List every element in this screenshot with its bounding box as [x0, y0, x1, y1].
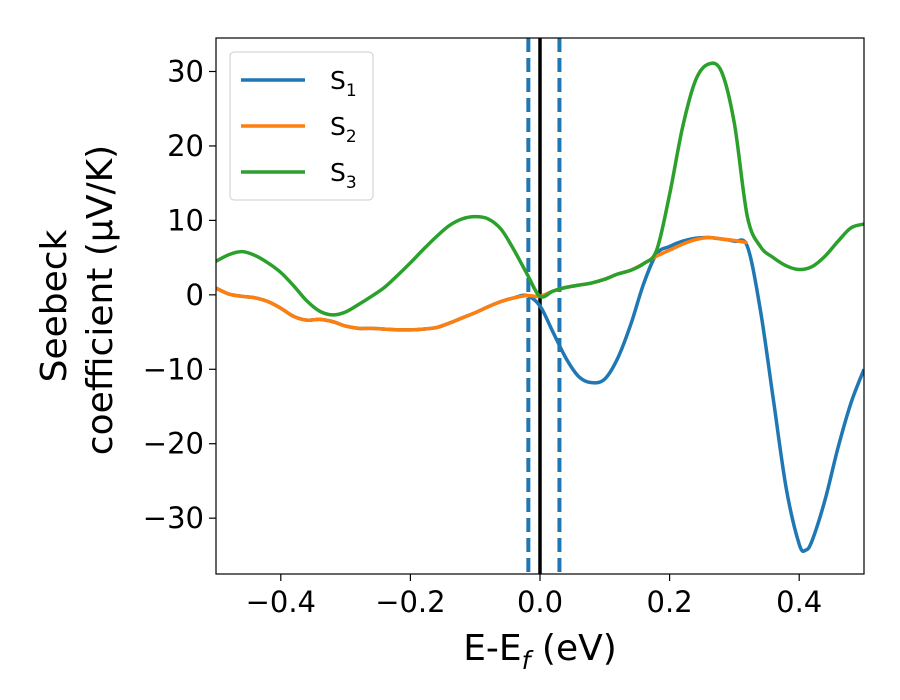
series-line-s3: [216, 61, 864, 317]
y-tick-label: −10: [143, 352, 204, 386]
y-axis-ticks: 30 20 10 0 −10 −20 −30: [143, 55, 216, 535]
x-axis-label: E-Ef (eV): [463, 628, 617, 675]
x-tick-label: −0.2: [375, 585, 445, 619]
y-axis-label: Seebeck coefficient (μV/K): [34, 145, 121, 455]
y-tick-label: −20: [143, 427, 204, 461]
legend: S1 S2 S3: [229, 51, 374, 201]
y-tick-label: 0: [186, 278, 204, 312]
legend-label-s3: S3: [330, 158, 357, 193]
y-tick-label: −30: [143, 501, 204, 535]
y-axis-label-line2: coefficient (μV/K): [80, 145, 121, 455]
x-tick-label: 0.4: [776, 585, 822, 619]
y-axis-label-line1: Seebeck: [34, 229, 75, 382]
y-tick-label: 30: [167, 55, 204, 89]
x-tick-label: −0.4: [246, 585, 316, 619]
series-line-s2: [216, 235, 748, 332]
legend-label-s2: S2: [330, 112, 357, 147]
series-lines: [216, 61, 864, 554]
x-axis-ticks: −0.4 −0.2 0.0 0.2 0.4: [246, 574, 822, 619]
x-tick-label: 0.0: [517, 585, 563, 619]
x-tick-label: 0.2: [647, 585, 693, 619]
y-tick-label: 10: [167, 203, 204, 237]
legend-label-s1: S1: [330, 66, 357, 101]
y-tick-label: 20: [167, 129, 204, 163]
